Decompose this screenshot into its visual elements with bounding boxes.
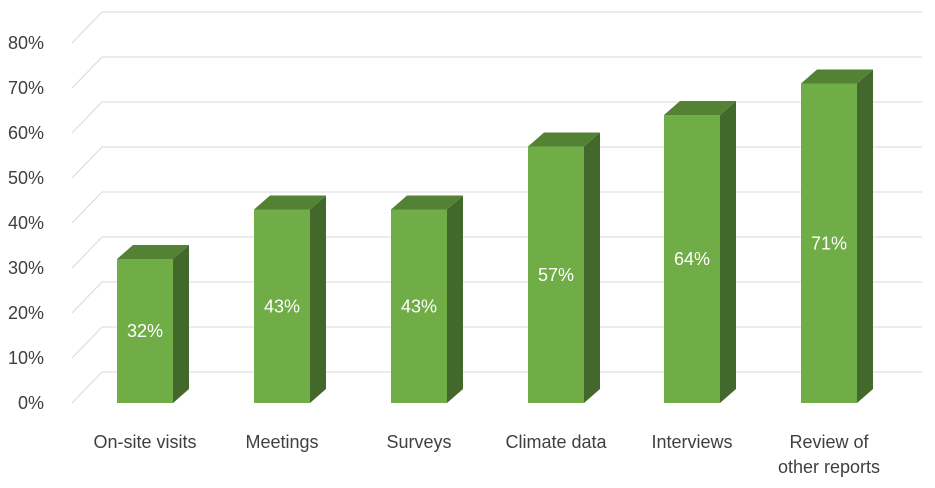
bar-side-face: [173, 245, 189, 403]
y-tick-label: 80%: [8, 33, 44, 53]
gridline: [71, 281, 922, 314]
gridline: [71, 11, 922, 44]
bar-top-face: [254, 195, 326, 210]
category-label: Review of other reports: [778, 432, 880, 477]
bar-top-face: [391, 195, 463, 210]
category-label: Meetings: [245, 432, 318, 452]
y-tick-label: 30%: [8, 258, 44, 278]
bar-top-face: [664, 101, 736, 115]
data-label: 32%: [127, 321, 163, 341]
bar: 71%: [801, 69, 873, 403]
bar-front-face: [254, 209, 310, 403]
bar-side-face: [584, 132, 600, 403]
bar-top-face: [117, 245, 189, 259]
data-label: 43%: [401, 296, 437, 316]
bar-top-face: [801, 69, 873, 84]
bar-side-face: [720, 101, 736, 403]
y-axis-ticks: 0% 10% 20% 30% 40% 50% 60% 70% 80%: [8, 33, 44, 413]
category-label: Surveys: [386, 432, 451, 452]
gridline: [71, 101, 922, 134]
gridline: [71, 56, 922, 89]
y-tick-label: 50%: [8, 168, 44, 188]
data-label: 43%: [264, 296, 300, 316]
y-tick-label: 60%: [8, 123, 44, 143]
y-tick-label: 20%: [8, 303, 44, 323]
bar-front-face: [117, 259, 173, 403]
gridline: [71, 146, 922, 179]
bar: 43%: [254, 195, 326, 403]
bars: 32% 43% 43% 57% 64% 71%: [117, 69, 873, 403]
gridline: [71, 326, 922, 359]
bar-side-face: [857, 69, 873, 403]
bar-front-face: [391, 209, 447, 403]
data-label: 64%: [674, 249, 710, 269]
y-tick-label: 10%: [8, 348, 44, 368]
bar-side-face: [310, 195, 326, 403]
gridline: [71, 191, 922, 224]
bar-front-face: [528, 146, 584, 403]
x-axis-categories: On-site visits Meetings Surveys Climate dat…: [93, 432, 880, 477]
y-tick-label: 70%: [8, 78, 44, 98]
bar: 43%: [391, 195, 463, 403]
gridlines: [71, 11, 922, 404]
category-label: On-site visits: [93, 432, 196, 452]
data-label: 71%: [811, 233, 847, 253]
data-label: 57%: [538, 265, 574, 285]
gridline: [71, 371, 922, 404]
y-tick-label: 0%: [18, 393, 44, 413]
bar-front-face: [664, 115, 720, 403]
bar-side-face: [447, 195, 463, 403]
gridline: [71, 236, 922, 269]
bar-front-face: [801, 83, 857, 403]
bar: 32%: [117, 245, 189, 403]
category-label: Interviews: [651, 432, 732, 452]
category-label: Climate data: [505, 432, 607, 452]
bar-top-face: [528, 132, 600, 147]
bar: 64%: [664, 101, 736, 403]
y-tick-label: 40%: [8, 213, 44, 233]
bar: 57%: [528, 132, 600, 403]
